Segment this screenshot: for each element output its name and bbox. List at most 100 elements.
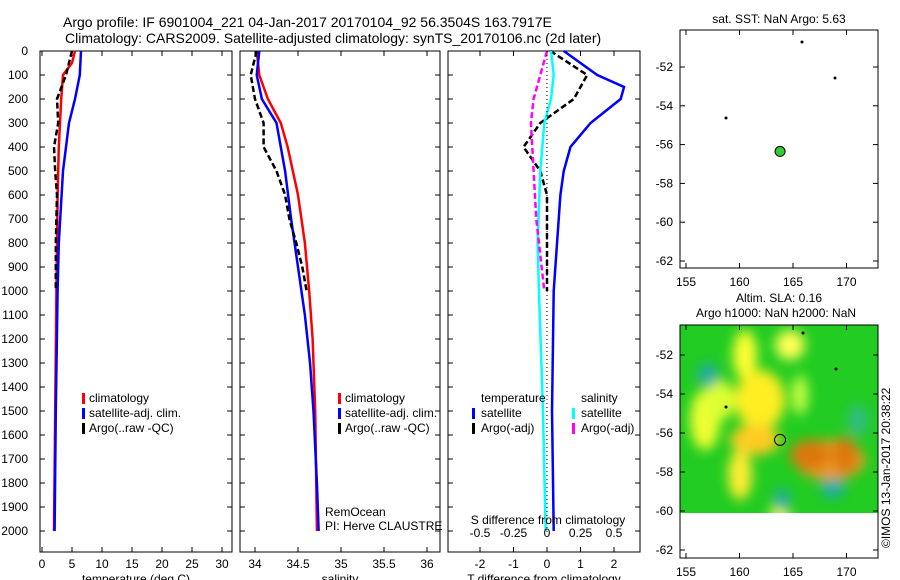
- x-tick-label: 30: [215, 557, 229, 571]
- lon-tick-label: 155: [676, 565, 696, 579]
- depth-tick-label: 700: [8, 212, 28, 226]
- sla-anomaly-blob: [848, 405, 868, 435]
- annotation-text: PI: Herve CLAUSTRE: [325, 519, 442, 533]
- depth-tick-label: 0: [21, 44, 28, 58]
- lon-tick-label: 170: [836, 275, 856, 289]
- x-tick-label: 36: [420, 557, 434, 571]
- title-line-2: Climatology: CARS2009. Satellite-adjuste…: [65, 30, 602, 46]
- float-position-marker: [724, 116, 728, 120]
- x2-tick-label: 0.25: [569, 526, 593, 540]
- lat-tick-label: -54: [656, 99, 674, 113]
- legend-label: satellite: [581, 406, 622, 420]
- lat-tick-label: -54: [656, 387, 674, 401]
- depth-tick-label: 200: [8, 92, 28, 106]
- annotation-text: RemOcean: [325, 505, 386, 519]
- lon-tick-label: 165: [783, 275, 803, 289]
- map-bottom-title-1: Altim. SLA: 0.16: [736, 291, 822, 305]
- lon-tick-label: 155: [676, 275, 696, 289]
- legend-label: climatology: [89, 391, 149, 405]
- map-top-title: sat. SST: NaN Argo: 5.63: [712, 12, 846, 26]
- lon-tick-label: 170: [836, 565, 856, 579]
- depth-tick-label: 300: [8, 116, 28, 130]
- depth-tick-label: 600: [8, 188, 28, 202]
- legend-label: Argo(-adj): [581, 421, 634, 435]
- depth-tick-label: 900: [8, 260, 28, 274]
- legend-label: Argo(..raw -QC): [345, 421, 430, 435]
- legend-swatch: [472, 423, 475, 434]
- title-line-1: Argo profile: IF 6901004_221 04-Jan-2017…: [63, 14, 552, 30]
- legend-label: satellite: [481, 406, 522, 420]
- legend-heading: salinity: [581, 391, 618, 405]
- x-axis-label: temperature (deg C): [82, 572, 190, 580]
- depth-tick-label: 1200: [1, 332, 28, 346]
- float-position-marker: [801, 331, 805, 335]
- x-tick-label: 5: [69, 557, 76, 571]
- legend-swatch: [82, 408, 85, 419]
- map_top-frame: [679, 29, 879, 269]
- x-tick-label: 34: [248, 557, 262, 571]
- legend-swatch: [338, 408, 341, 419]
- x-tick-label: 20: [155, 557, 169, 571]
- x-tick-label: -2: [475, 557, 486, 571]
- legend-swatch: [572, 408, 575, 419]
- x-axis-label: T difference from climatology: [467, 572, 621, 580]
- x2-tick-label: -0.25: [500, 526, 528, 540]
- x-tick-label: 10: [95, 557, 109, 571]
- lat-tick-label: -60: [656, 215, 674, 229]
- lat-tick-label: -58: [656, 465, 674, 479]
- legend-label: Argo(..raw -QC): [89, 421, 174, 435]
- sla-anomaly-blob: [733, 330, 757, 380]
- series-line-climatology: [255, 50, 319, 532]
- legend-swatch: [572, 423, 575, 434]
- lat-tick-label: -60: [656, 504, 674, 518]
- plot-frame-temperature: [39, 50, 233, 553]
- lat-tick-label: -62: [656, 254, 674, 268]
- sla-heatmap-blobs: [690, 330, 868, 513]
- x2-tick-label: 0.5: [606, 526, 623, 540]
- legend-label: climatology: [345, 391, 405, 405]
- lat-tick-label: -62: [656, 543, 674, 557]
- x-tick-label: 35.5: [372, 557, 396, 571]
- depth-tick-label: 1100: [2, 308, 28, 322]
- legend-label: satellite-adj. clim.: [345, 406, 437, 420]
- depth-tick-label: 1500: [1, 404, 28, 418]
- x-tick-label: 0: [39, 557, 46, 571]
- legend-swatch: [338, 393, 341, 404]
- x2-tick-label: -0.5: [470, 526, 491, 540]
- lat-tick-label: -56: [656, 426, 674, 440]
- x-tick-label: 25: [185, 557, 199, 571]
- depth-tick-label: 800: [8, 236, 28, 250]
- x-axis-label: salinity: [322, 572, 359, 580]
- x-tick-label: 34.5: [286, 557, 310, 571]
- legend-swatch: [472, 408, 475, 419]
- sla-anomaly-blob: [775, 330, 805, 360]
- float-position-marker: [724, 405, 728, 409]
- depth-tick-label: 500: [8, 164, 28, 178]
- x2-axis-label: S difference from climatology: [471, 513, 626, 527]
- series-line-s-argo: [529, 50, 549, 292]
- x-tick-label: 0: [544, 557, 551, 571]
- float-position-marker: [800, 40, 804, 44]
- lon-tick-label: 160: [729, 565, 749, 579]
- depth-tick-label: 1300: [1, 356, 28, 370]
- imos-credit: ©IMOS 13-Jan-2017 20:38:22: [879, 387, 893, 548]
- depth-tick-label: 2000: [1, 524, 28, 538]
- sla-anomaly-blob: [774, 488, 790, 512]
- x-tick-label: 1: [577, 557, 584, 571]
- sla-anomaly-blob: [728, 450, 752, 500]
- map_bottom-frame: [679, 324, 879, 559]
- plot-frame-salinity: [239, 50, 441, 553]
- lon-tick-label: 165: [783, 565, 803, 579]
- sla-anomaly-blob: [790, 440, 830, 470]
- argo-position-circle: [774, 433, 787, 446]
- series-line-satellite-adj-clim-: [53, 50, 83, 532]
- argo-position-marker: [774, 145, 786, 157]
- legend-label: satellite-adj. clim.: [89, 406, 181, 420]
- depth-tick-label: 400: [8, 140, 28, 154]
- legend-heading: temperature: [481, 391, 546, 405]
- float-position-marker: [834, 367, 838, 371]
- legend-swatch: [82, 393, 85, 404]
- x-tick-label: -1: [508, 557, 519, 571]
